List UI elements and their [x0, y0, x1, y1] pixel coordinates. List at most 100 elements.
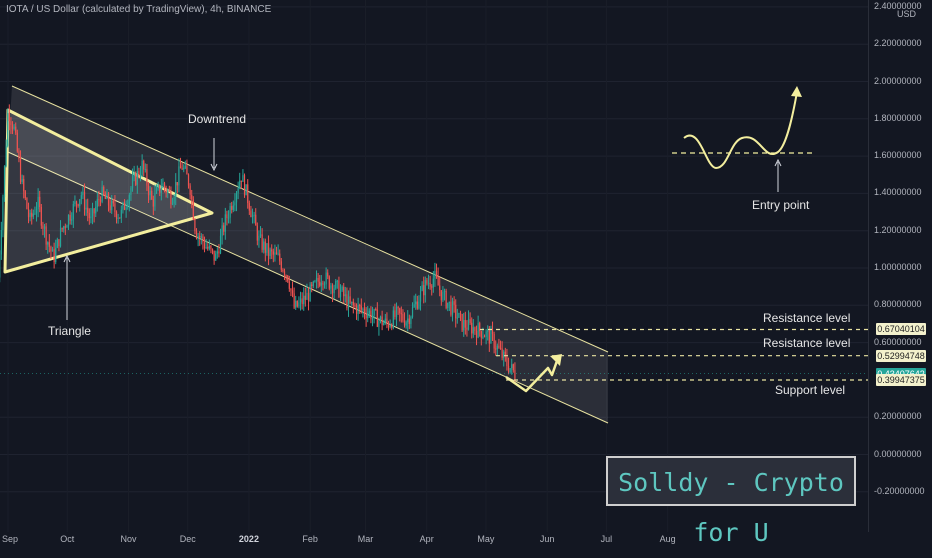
- candle-body: [276, 252, 277, 254]
- candle-body: [78, 204, 79, 206]
- time-tick-label: 2022: [239, 534, 259, 544]
- candle-body: [332, 285, 333, 293]
- candle-body: [431, 287, 432, 288]
- candle-body: [487, 331, 488, 332]
- candle-body: [452, 301, 453, 314]
- time-tick-label: Apr: [420, 534, 434, 544]
- candle-body: [506, 357, 507, 366]
- candle-body: [204, 242, 205, 248]
- candle-body: [194, 219, 195, 231]
- candle-body: [153, 199, 154, 206]
- candle-body: [58, 239, 59, 246]
- candle-body: [9, 113, 10, 121]
- candle-body: [38, 197, 39, 209]
- candle-body: [142, 161, 143, 175]
- candle-body: [146, 169, 147, 186]
- candle-body: [238, 188, 239, 193]
- candle-body: [241, 181, 242, 182]
- candle-body: [380, 316, 381, 320]
- candle-body: [161, 188, 162, 193]
- candle-body: [154, 193, 155, 206]
- candle-body: [148, 186, 149, 196]
- candle-body: [460, 313, 461, 314]
- candle-body: [481, 331, 482, 338]
- candle-body: [311, 285, 312, 287]
- candle-body: [353, 302, 354, 306]
- candle-body: [127, 205, 128, 208]
- candle-body: [369, 311, 370, 314]
- candle-body: [257, 226, 258, 241]
- candle-body: [399, 308, 400, 313]
- candle-body: [250, 211, 251, 217]
- candle-body: [426, 280, 427, 283]
- candle-body: [303, 296, 304, 304]
- candle-body: [60, 228, 61, 246]
- candle-body: [463, 320, 464, 330]
- candle-body: [378, 320, 379, 326]
- candle-body: [489, 331, 490, 344]
- candle-body: [298, 302, 299, 306]
- candle-body: [391, 325, 392, 327]
- candle-body: [247, 184, 248, 203]
- candle-body: [103, 187, 104, 194]
- price-axis-separator: [868, 0, 869, 532]
- candle-body: [124, 203, 125, 210]
- candle-body: [73, 204, 74, 219]
- annotation-resistance-level-2: Resistance level: [763, 336, 850, 350]
- candle-body: [143, 161, 144, 169]
- price-tick-label: 0.80000000: [874, 299, 928, 309]
- candle-body: [396, 307, 397, 317]
- candle-body: [258, 236, 259, 241]
- candle-body: [394, 310, 395, 317]
- candle-body: [482, 336, 483, 337]
- candle-body: [457, 318, 458, 319]
- candle-body: [462, 314, 463, 330]
- candle-body: [335, 281, 336, 288]
- candle-body: [41, 207, 42, 226]
- candle-body: [119, 218, 120, 219]
- candle-body: [14, 127, 15, 129]
- candle-body: [158, 185, 159, 188]
- candle-body: [310, 285, 311, 302]
- candle-body: [449, 302, 450, 303]
- candle-body: [207, 247, 208, 249]
- candle-body: [113, 201, 114, 204]
- candle-body: [26, 198, 27, 209]
- candle-body: [340, 290, 341, 297]
- candle-body: [15, 127, 16, 133]
- candle-body: [89, 213, 90, 218]
- candle-body: [502, 349, 503, 358]
- candle-body: [510, 368, 511, 372]
- annotation-support-level: Support level: [775, 383, 845, 397]
- candle-body: [17, 133, 18, 152]
- candle-body: [95, 207, 96, 213]
- candle-body: [190, 186, 191, 195]
- candle-body: [31, 213, 32, 217]
- candle-body: [289, 281, 290, 288]
- candle-body: [212, 249, 213, 251]
- time-tick-label: Aug: [660, 534, 676, 544]
- candle-body: [282, 270, 283, 271]
- candle-body: [473, 327, 474, 333]
- candle-body: [39, 197, 40, 207]
- candle-body: [422, 285, 423, 290]
- candle-body: [290, 289, 291, 291]
- candle-body: [375, 309, 376, 310]
- candle-body: [23, 179, 24, 191]
- annotation-entry-point: Entry point: [752, 198, 809, 212]
- candle-body: [348, 296, 349, 308]
- chart-header-title: IOTA / US Dollar (calculated by TradingV…: [6, 4, 271, 15]
- candle-body: [494, 334, 495, 349]
- candle-body: [106, 194, 107, 199]
- candle-body: [185, 166, 186, 168]
- candle-body: [430, 283, 431, 287]
- candle-body: [30, 213, 31, 217]
- candle-body: [135, 173, 136, 184]
- candle-body: [68, 215, 69, 226]
- candle-body: [198, 236, 199, 239]
- candle-body: [105, 194, 106, 199]
- candle-body: [218, 251, 219, 253]
- candle-body: [126, 207, 127, 210]
- candle-body: [111, 201, 112, 211]
- candle-body: [273, 251, 274, 254]
